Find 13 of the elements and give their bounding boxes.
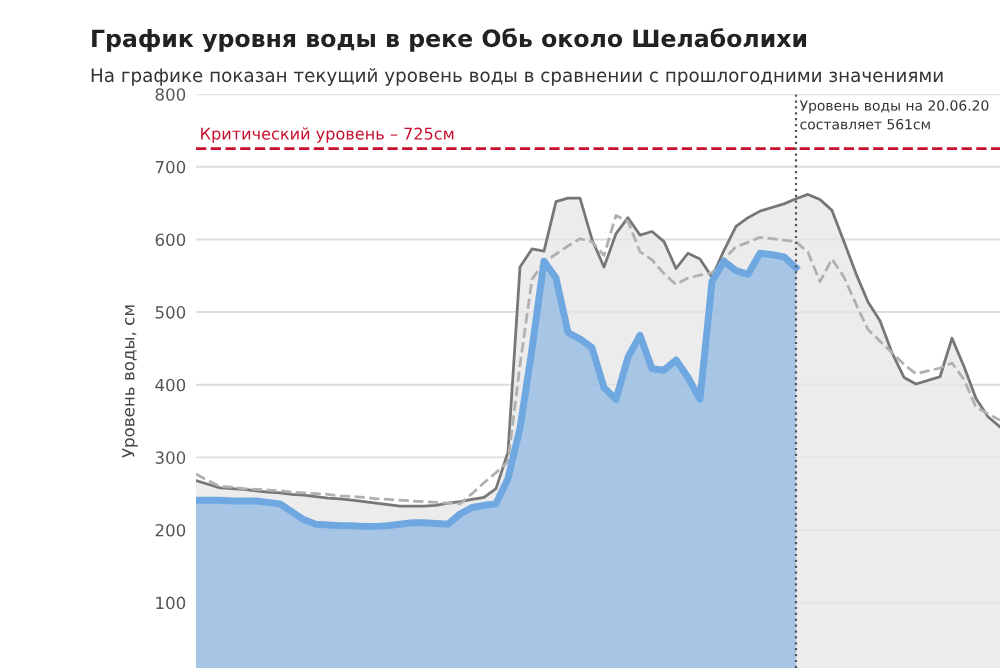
y-tick-label: 700: [155, 160, 186, 174]
y-axis-title: Уровень воды, см: [122, 305, 138, 458]
y-tick-label: 300: [155, 451, 186, 464]
chart-title: График уровня воды в реке Обь около Шелаболихи: [92, 28, 807, 52]
y-tick-label: 100: [156, 596, 186, 610]
ref-line-label: Критический уровень – 725см: [201, 127, 454, 143]
y-tick-label: 800: [155, 88, 186, 101]
chart-subtitle: На графике показан текущий уровень воды в сравнении с прошлогодними значениями: [91, 68, 943, 86]
y-tick-label: 400: [155, 378, 186, 392]
y-tick-label: 200: [155, 523, 186, 537]
y-tick-label: 600: [155, 233, 186, 247]
line-series: [196, 214, 1000, 506]
y-tick-label: 500: [155, 306, 186, 319]
